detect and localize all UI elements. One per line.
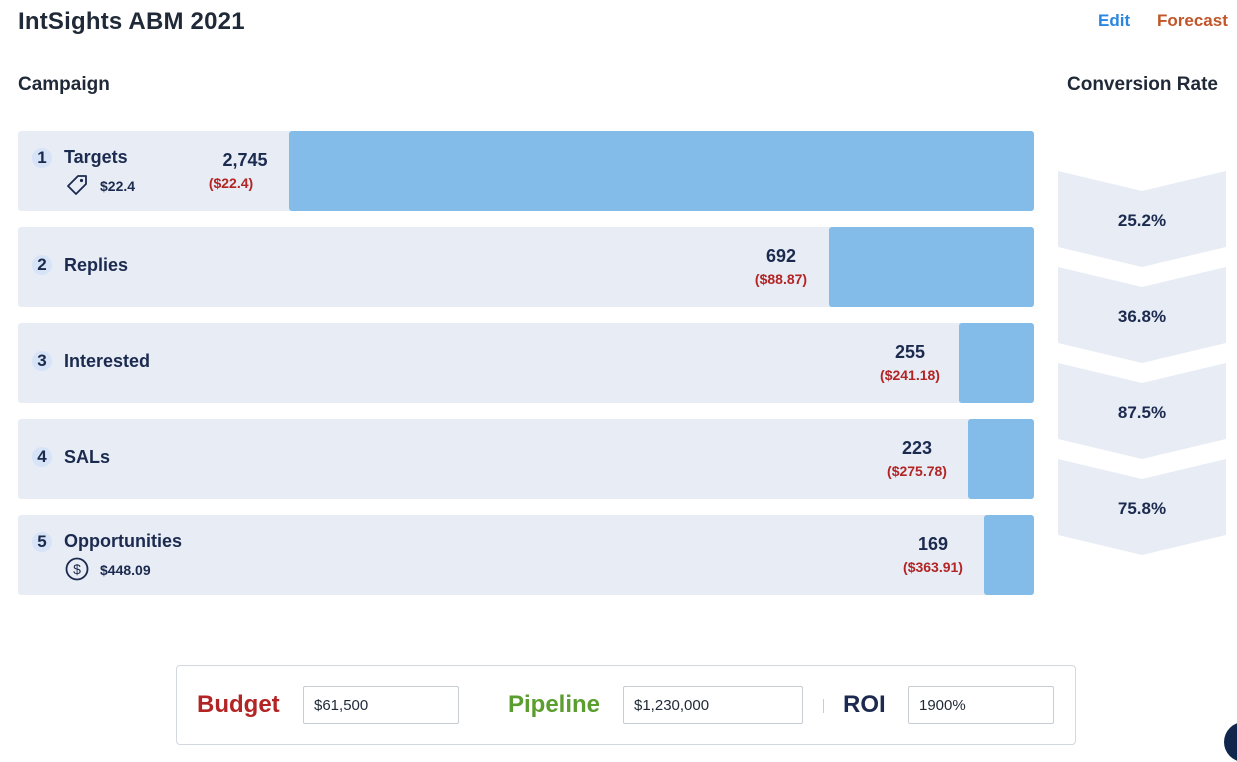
funnel-bar-opportunities	[984, 515, 1034, 595]
page-title: IntSights ABM 2021	[18, 8, 245, 35]
conversion-chevron	[1058, 267, 1226, 363]
cost-per-opportunity: $448.09	[100, 562, 151, 578]
stage-count: 255	[894, 342, 926, 362]
funnel-bar-sals	[968, 419, 1034, 499]
stage-number: 5	[32, 532, 52, 552]
roi-input[interactable]	[908, 686, 1054, 724]
pipeline-input[interactable]	[623, 686, 803, 724]
forecast-link[interactable]: Forecast	[1157, 11, 1228, 30]
stage-count: 169	[917, 534, 949, 554]
chat-widget-button[interactable]	[1224, 722, 1237, 762]
budget-label: Budget	[197, 691, 280, 718]
stage-count: 692	[765, 246, 797, 266]
conversion-chevron	[1058, 363, 1226, 459]
stage-cost: ($22.4)	[208, 175, 254, 191]
budget-input[interactable]	[303, 686, 459, 724]
campaign-heading: Campaign	[18, 74, 110, 95]
stage-cost: ($363.91)	[903, 559, 963, 575]
conversion-rate-1: 25.2%	[1117, 211, 1167, 230]
stage-label: Targets	[64, 147, 128, 167]
stage-label: Interested	[64, 351, 151, 371]
stage-label: Opportunities	[64, 531, 182, 551]
funnel-row-replies[interactable]: 2 Replies 692 ($88.87)	[18, 227, 1034, 307]
funnel-bar-targets	[289, 131, 1034, 211]
stage-cost: ($275.78)	[887, 463, 947, 479]
funnel-row-targets[interactable]: 1 Targets $22.4 2,745 ($22.4)	[18, 131, 1034, 211]
conversion-chevron	[1058, 459, 1226, 555]
pipeline-label: Pipeline	[508, 691, 601, 718]
conversion-chevron	[1058, 171, 1226, 267]
roi-label: ROI	[843, 691, 886, 718]
conversion-rate-2: 36.8%	[1117, 307, 1167, 326]
tag-icon	[67, 175, 87, 195]
stage-number: 1	[32, 148, 52, 168]
stage-label: SALs	[64, 447, 111, 467]
stage-number: 2	[32, 255, 52, 275]
svg-text:$: $	[73, 561, 81, 577]
stage-cost: ($241.18)	[880, 367, 940, 383]
edit-link[interactable]: Edit	[1098, 11, 1131, 30]
funnel-bar-replies	[829, 227, 1034, 307]
divider	[823, 699, 824, 713]
conversion-rate-4: 75.8%	[1117, 499, 1167, 518]
stage-number: 3	[32, 351, 52, 371]
conversion-rate-3: 87.5%	[1117, 403, 1167, 422]
budget-panel: Budget Pipeline ROI	[176, 665, 1076, 745]
stage-count: 2,745	[222, 150, 268, 170]
stage-cost: ($88.87)	[754, 271, 808, 287]
stage-label: Replies	[64, 255, 129, 275]
stage-number: 4	[32, 447, 52, 467]
funnel-row-sals[interactable]: 4 SALs 223 ($275.78)	[18, 419, 1034, 499]
conversion-rate-heading: Conversion Rate	[1067, 74, 1218, 95]
funnel-bar-interested	[959, 323, 1034, 403]
dollar-circle-icon: $	[65, 557, 89, 581]
funnel-row-interested[interactable]: 3 Interested 255 ($241.18)	[18, 323, 1034, 403]
stage-count: 223	[901, 438, 933, 458]
funnel-row-opportunities[interactable]: 5 Opportunities $ $448.09 169 ($363.91)	[18, 515, 1034, 595]
cost-per-target: $22.4	[100, 178, 136, 194]
